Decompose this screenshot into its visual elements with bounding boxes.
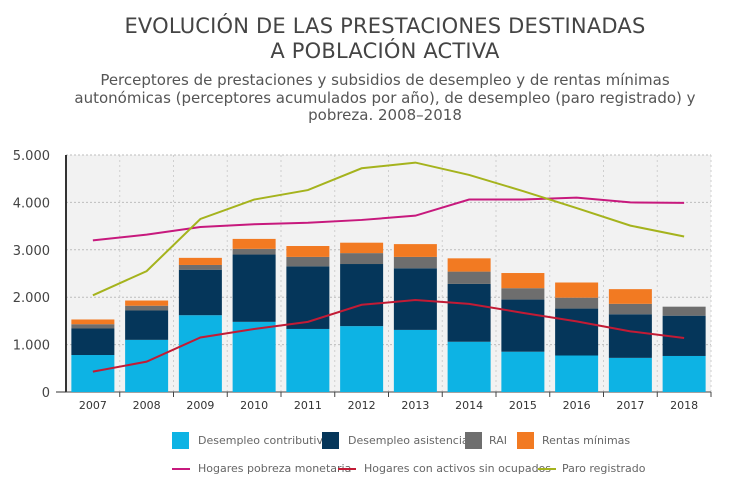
- bar-rentas-minimas: [608, 289, 652, 304]
- legend-line-hogares-pobreza: [172, 468, 190, 470]
- chart-subtitle-line-1: Perceptores de prestaciones y subsidios …: [100, 71, 670, 89]
- legend-line-hogares-activos: [338, 468, 356, 470]
- bar-desempleo-asistencial: [71, 328, 115, 356]
- bar-desempleo-contributivo: [71, 355, 115, 392]
- x-tick-label: 2013: [401, 399, 429, 412]
- chart-subtitle: Perceptores de prestaciones y subsidios …: [0, 71, 730, 125]
- bar-desempleo-contributivo: [662, 355, 706, 392]
- bar-rentas-minimas: [340, 242, 384, 254]
- bar-desempleo-asistencial: [232, 254, 276, 322]
- chart-subtitle-line-3: pobreza. 2008–2018: [308, 106, 462, 124]
- legend-swatch-rai: [465, 432, 482, 449]
- y-tick-label: 2.000: [13, 291, 50, 306]
- y-tick-label: 3.000: [13, 244, 50, 259]
- x-tick-label: 2008: [133, 399, 161, 412]
- bar-rentas-minimas: [178, 257, 222, 265]
- bar-desempleo-asistencial: [555, 308, 599, 356]
- bar-rentas-minimas: [232, 238, 276, 249]
- bar-rentas-minimas: [125, 300, 169, 306]
- y-tick-label: 5.000: [13, 149, 50, 164]
- x-tick-label: 2010: [240, 399, 268, 412]
- bar-rai: [501, 288, 545, 300]
- legend-label-desempleo-asistencial: Desempleo asistencial: [348, 434, 472, 447]
- bar-rentas-minimas: [286, 246, 330, 257]
- legend-swatch-desempleo-contributivo: [172, 432, 189, 449]
- bar-rai: [662, 306, 706, 316]
- x-tick-label: 2007: [79, 399, 107, 412]
- bar-desempleo-asistencial: [608, 314, 652, 358]
- bar-desempleo-asistencial: [501, 299, 545, 352]
- bar-rentas-minimas: [501, 273, 545, 289]
- bar-desempleo-contributivo: [286, 328, 330, 392]
- chart-subtitle-line-2: autonómicas (perceptores acumulados por …: [74, 88, 696, 107]
- bar-desempleo-contributivo: [178, 315, 222, 392]
- y-tick-label: 4.000: [13, 196, 50, 211]
- bar-desempleo-contributivo: [447, 341, 491, 392]
- bar-rai: [393, 256, 437, 269]
- bar-desempleo-asistencial: [340, 264, 384, 327]
- bar-desempleo-contributivo: [125, 339, 169, 392]
- bar-desempleo-contributivo: [608, 357, 652, 392]
- legend-label-hogares-activos: Hogares con activos sin ocupados: [364, 462, 552, 475]
- x-tick-label: 2009: [186, 399, 214, 412]
- bar-rentas-minimas: [393, 244, 437, 257]
- bar-desempleo-contributivo: [393, 329, 437, 392]
- y-tick-label: 0: [42, 386, 50, 401]
- x-tick-label: 2015: [509, 399, 537, 412]
- bar-desempleo-contributivo: [555, 355, 599, 392]
- bar-rentas-minimas: [555, 282, 599, 298]
- bar-rai: [125, 305, 169, 311]
- bar-rai: [340, 253, 384, 265]
- x-tick-label: 2012: [348, 399, 376, 412]
- bar-desempleo-asistencial: [178, 269, 222, 316]
- legend-label-desempleo-contributivo: Desempleo contributivo: [198, 434, 330, 447]
- line-paro-registrado: [92, 161, 685, 297]
- x-tick-label: 2014: [455, 399, 483, 412]
- bar-rai: [555, 297, 599, 309]
- x-tick-label: 2018: [670, 399, 698, 412]
- x-tick-label: 2016: [563, 399, 591, 412]
- bar-rai: [178, 264, 222, 270]
- legend-swatch-desempleo-asistencial: [322, 432, 339, 449]
- legend-label-hogares-pobreza: Hogares pobreza monetaria: [198, 462, 352, 475]
- chart-title-line-1: EVOLUCIÓN DE LAS PRESTACIONES DESTINADAS: [124, 14, 646, 38]
- bar-desempleo-asistencial: [286, 266, 330, 329]
- bar-desempleo-contributivo: [340, 326, 384, 392]
- bar-desempleo-contributivo: [232, 321, 276, 392]
- chart-title-line-2: A POBLACIÓN ACTIVA: [270, 39, 500, 63]
- bar-rai: [286, 256, 330, 267]
- y-tick-label: 1.000: [13, 339, 50, 354]
- legend-label-rai: RAI: [489, 434, 507, 447]
- chart-title: EVOLUCIÓN DE LAS PRESTACIONES DESTINADAS…: [0, 14, 730, 64]
- legend-line-paro-registrado: [538, 468, 556, 470]
- bar-desempleo-asistencial: [447, 283, 491, 342]
- x-tick-label: 2011: [294, 399, 322, 412]
- bar-desempleo-contributivo: [501, 351, 545, 392]
- legend-swatch-rentas-minimas: [517, 432, 534, 449]
- bar-rai: [608, 303, 652, 315]
- bar-rai: [71, 324, 115, 329]
- plot-background: [66, 155, 711, 392]
- legend-label-paro-registrado: Paro registrado: [562, 462, 646, 475]
- line-hogares-con-activos-sin-ocupados: [92, 299, 685, 373]
- bar-desempleo-asistencial: [125, 310, 169, 340]
- bar-rentas-minimas: [447, 258, 491, 272]
- legend-label-rentas-minimas: Rentas mínimas: [542, 434, 631, 447]
- x-tick-label: 2017: [616, 399, 644, 412]
- bar-rentas-minimas: [71, 319, 115, 325]
- bar-rai: [232, 248, 276, 255]
- bar-rai: [447, 271, 491, 284]
